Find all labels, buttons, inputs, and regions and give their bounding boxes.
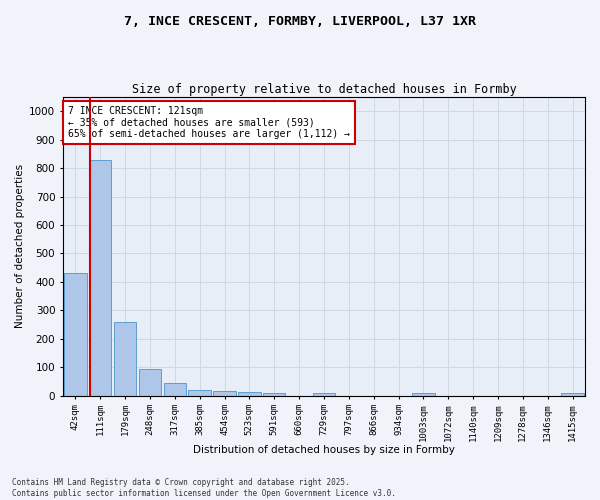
Text: Contains HM Land Registry data © Crown copyright and database right 2025.
Contai: Contains HM Land Registry data © Crown c… bbox=[12, 478, 396, 498]
Text: 7, INCE CRESCENT, FORMBY, LIVERPOOL, L37 1XR: 7, INCE CRESCENT, FORMBY, LIVERPOOL, L37… bbox=[124, 15, 476, 28]
Bar bbox=[562, 394, 584, 396]
Bar bbox=[238, 392, 260, 396]
X-axis label: Distribution of detached houses by size in Formby: Distribution of detached houses by size … bbox=[193, 445, 455, 455]
Bar bbox=[263, 392, 286, 396]
Bar bbox=[139, 368, 161, 396]
Y-axis label: Number of detached properties: Number of detached properties bbox=[15, 164, 25, 328]
Bar bbox=[313, 392, 335, 396]
Bar bbox=[188, 390, 211, 396]
Bar bbox=[64, 274, 86, 396]
Text: 7 INCE CRESCENT: 121sqm
← 35% of detached houses are smaller (593)
65% of semi-d: 7 INCE CRESCENT: 121sqm ← 35% of detache… bbox=[68, 106, 350, 140]
Bar bbox=[164, 383, 186, 396]
Title: Size of property relative to detached houses in Formby: Size of property relative to detached ho… bbox=[131, 83, 517, 96]
Bar bbox=[214, 392, 236, 396]
Bar bbox=[412, 392, 434, 396]
Bar bbox=[114, 322, 136, 396]
Bar bbox=[89, 160, 112, 396]
